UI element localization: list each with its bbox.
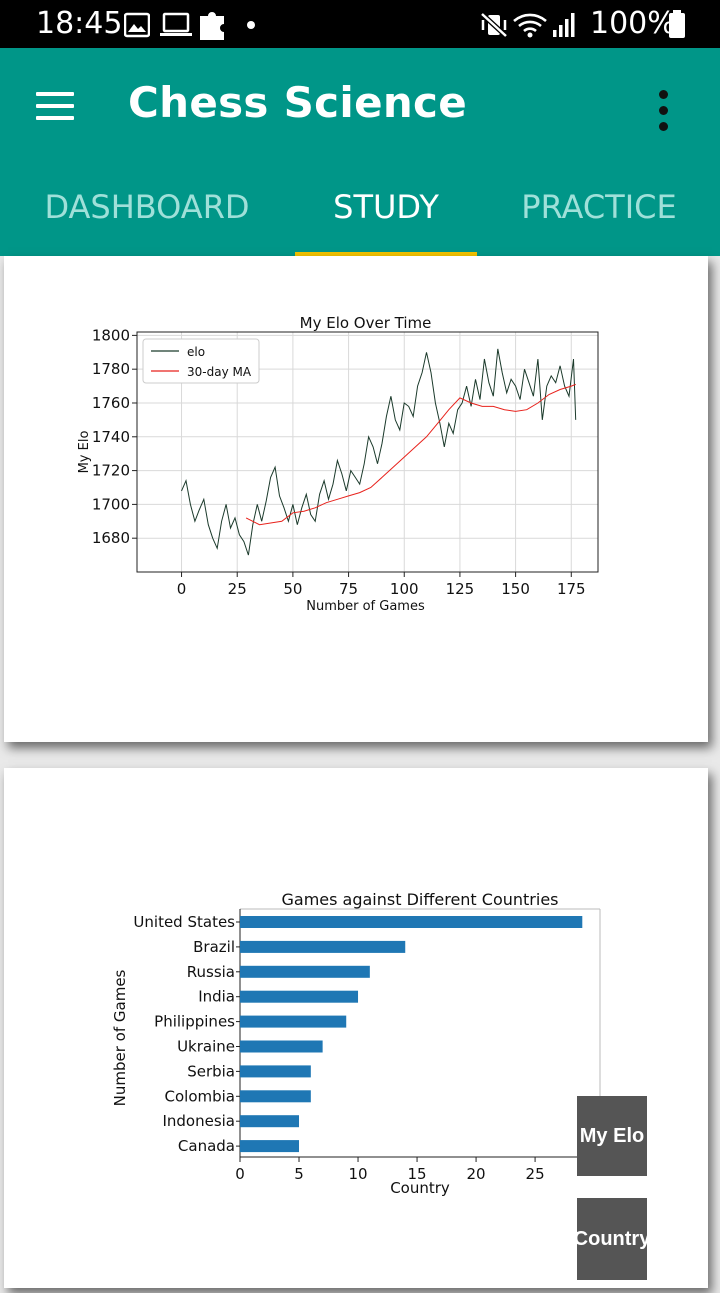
elo-chart-card: 0 25 50 75 100 125 150 175 1680 1700 1720 1740 1760 1…: [4, 256, 708, 742]
menu-icon[interactable]: [30, 88, 80, 128]
category-label: Ukraine: [177, 1038, 235, 1056]
category-label: Indonesia: [162, 1112, 235, 1130]
laptop-icon: [160, 12, 192, 36]
category-label: Brazil: [193, 938, 235, 956]
category-label: United States: [133, 913, 235, 931]
bar-united-states: [240, 916, 583, 928]
status-bar: 18:45 100%: [0, 0, 720, 48]
tab-practice[interactable]: PRACTICE: [521, 188, 677, 226]
mute-vibrate-icon: [480, 12, 508, 38]
tab-dashboard[interactable]: DASHBOARD: [44, 188, 250, 226]
puzzle-icon: [200, 12, 224, 40]
x-tick-label: 150: [501, 580, 530, 598]
battery-percent: 100%: [590, 6, 676, 41]
x-tick-label: 25: [526, 1165, 545, 1183]
x-tick-label: 25: [228, 580, 247, 598]
bar-colombia: [240, 1090, 311, 1103]
bar-philippines: [240, 1015, 347, 1028]
bar-ukraine: [240, 1040, 323, 1053]
elo-line-chart: 0 25 50 75 100 125 150 175 1680 1700 1720 1740 1760 1…: [77, 314, 599, 614]
x-tick-label: 125: [446, 580, 475, 598]
category-label: Canada: [178, 1137, 235, 1155]
tab-study[interactable]: STUDY: [333, 188, 439, 226]
bar-canada: [240, 1140, 300, 1153]
y-tick-label: 1800: [92, 326, 130, 344]
status-time: 18:45: [36, 6, 123, 41]
x-tick-label: 0: [177, 580, 187, 598]
x-tick-label: 75: [339, 580, 358, 598]
category-label: Russia: [187, 963, 235, 981]
plot-frame: [136, 331, 599, 573]
x-axis-label: Country: [390, 1179, 450, 1197]
bar-indonesia: [240, 1115, 300, 1128]
bar-russia: [240, 965, 370, 978]
series-line-ma: [245, 383, 576, 526]
app-bar: Chess Science DASHBOARD STUDY PRACTICE: [0, 48, 720, 256]
battery-icon: [669, 10, 685, 38]
chart-title: Games against Different Countries: [281, 890, 558, 909]
x-tick-label: 100: [390, 580, 419, 598]
y-axis-label: My Elo: [77, 431, 92, 474]
legend-label: elo: [187, 345, 205, 359]
y-tick-label: 1680: [92, 529, 130, 547]
bar-brazil: [240, 940, 406, 953]
x-tick-label: 15: [408, 1165, 427, 1183]
x-tick-label: 10: [348, 1165, 367, 1183]
my-elo-button[interactable]: My Elo: [577, 1096, 647, 1176]
y-tick-label: 1720: [92, 462, 130, 480]
signal-icon: [553, 13, 575, 37]
y-axis-label: Number of Games: [111, 969, 129, 1106]
x-tick-label: 50: [283, 580, 302, 598]
x-tick-label: 0: [235, 1165, 245, 1183]
x-tick-label: 175: [557, 580, 586, 598]
category-label: India: [198, 988, 235, 1006]
x-tick-label: 5: [294, 1165, 304, 1183]
country-button[interactable]: Country: [577, 1198, 647, 1280]
category-label: Philippines: [154, 1013, 235, 1031]
category-label: Serbia: [187, 1062, 235, 1080]
y-tick-label: 1760: [92, 394, 130, 412]
legend-box: [142, 338, 260, 384]
bar-serbia: [240, 1065, 311, 1078]
x-axis-label: Number of Games: [306, 599, 425, 614]
country-bar-chart: United States Brazil Russia India Philippine…: [111, 890, 601, 1197]
y-tick-label: 1780: [92, 360, 130, 378]
series-line-elo: [181, 348, 577, 556]
app-title: Chess Science: [128, 78, 468, 127]
chart-title: My Elo Over Time: [300, 314, 432, 332]
image-icon: [124, 12, 150, 38]
more-vert-icon[interactable]: [646, 90, 682, 138]
y-tick-label: 1740: [92, 428, 130, 446]
y-tick-label: 1700: [92, 495, 130, 513]
wifi-icon: [513, 13, 547, 38]
category-label: Colombia: [165, 1087, 236, 1105]
bar-india: [240, 990, 359, 1003]
legend-label: 30-day MA: [187, 365, 252, 379]
x-tick-label: 20: [467, 1165, 486, 1183]
tab-indicator: [295, 252, 477, 256]
dot-icon: [247, 21, 255, 29]
